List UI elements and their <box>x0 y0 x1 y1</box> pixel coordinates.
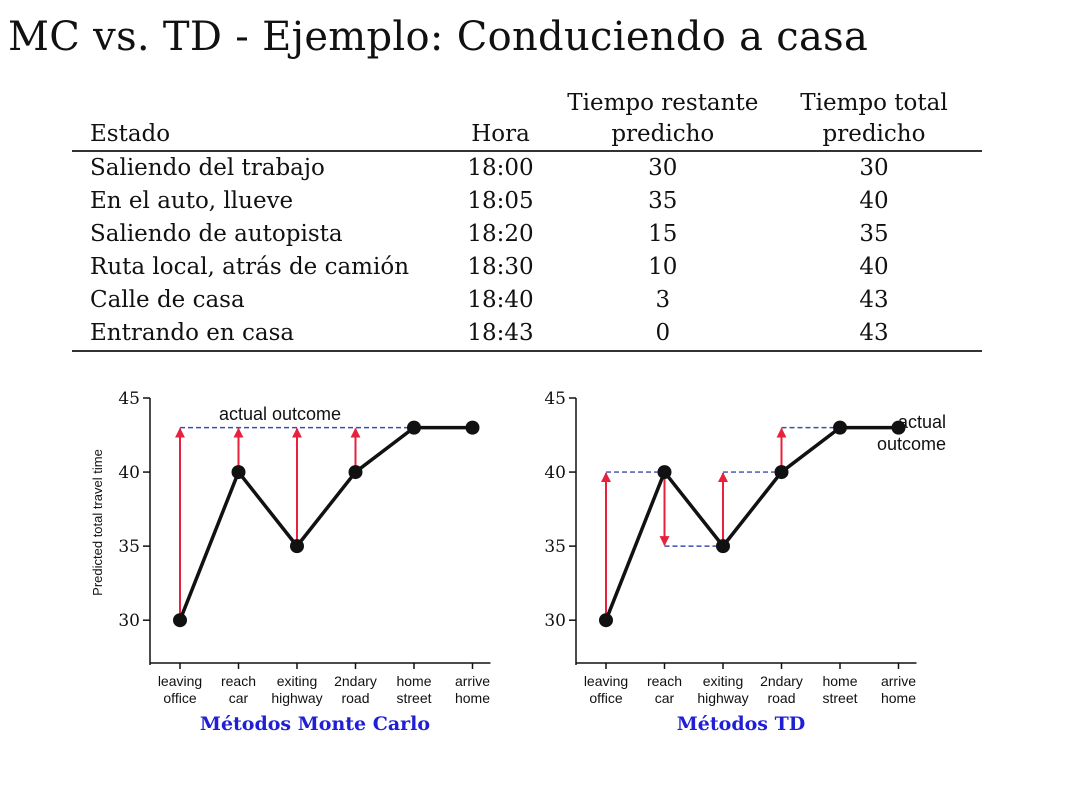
cell-total: 40 <box>859 188 889 214</box>
y-tick-label: 40 <box>544 463 566 483</box>
cell-estado: Saliendo de autopista <box>90 221 343 247</box>
data-point <box>657 465 672 480</box>
y-tick-label: 45 <box>544 389 566 409</box>
cell-restante: 3 <box>655 287 671 313</box>
prediction-table-wrap: Tiempo restante Tiempo total Estado Hora… <box>72 88 982 352</box>
cell-estado: Calle de casa <box>90 287 245 313</box>
x-tick-label: exiting highway <box>271 673 322 706</box>
header-hora: Hora <box>441 118 560 152</box>
cell-total: 40 <box>859 254 889 280</box>
cell-total: 35 <box>859 221 889 247</box>
x-tick-label: reach car <box>647 673 682 706</box>
data-point <box>833 420 847 435</box>
header-hora-line1 <box>441 88 559 118</box>
cell-total: 30 <box>859 155 889 181</box>
table-row: Ruta local, atrás de camión 18:30 10 40 <box>72 251 982 284</box>
x-tick-label: home street <box>822 673 857 706</box>
y-tick-label: 35 <box>118 537 140 557</box>
cell-restante: 15 <box>648 221 678 247</box>
y-tick-label: 30 <box>118 611 140 631</box>
header-restante-line2: predicho <box>559 118 766 152</box>
table-row: Saliendo del trabajo 18:00 30 30 <box>72 151 982 185</box>
header-estado: Estado <box>72 118 442 152</box>
data-point <box>465 420 480 435</box>
actual-outcome-label: actual outcome <box>219 404 341 424</box>
header-restante-line1: Tiempo restante <box>567 90 759 116</box>
cell-restante: 0 <box>559 317 766 352</box>
data-point <box>599 613 613 628</box>
cell-hora: 18:40 <box>467 287 534 313</box>
series-line <box>604 425 899 621</box>
y-tick-label: 35 <box>544 537 566 557</box>
caption-monte-carlo: Métodos Monte Carlo <box>199 713 431 735</box>
cell-restante: 30 <box>648 155 678 181</box>
cell-estado: Ruta local, atrás de camión <box>90 254 410 280</box>
cell-hora: 18:20 <box>467 221 534 247</box>
x-tick-label: arrive home <box>881 673 916 706</box>
data-point <box>716 539 730 554</box>
data-point <box>774 465 789 480</box>
cell-hora: 18:00 <box>467 155 534 181</box>
chart-monte-carlo: 30 35 40 45 leaving office reach car exiting high… <box>90 389 491 706</box>
cell-total: 43 <box>859 287 889 313</box>
y-axis-label: Predicted total travel time <box>90 449 105 596</box>
prediction-table: Tiempo restante Tiempo total Estado Hora… <box>72 88 982 352</box>
data-point <box>891 420 906 435</box>
y-tick-label: 40 <box>118 463 140 483</box>
slide-title: MC vs. TD - Ejemplo: Conduciendo a casa <box>8 14 869 60</box>
cell-estado: Saliendo del trabajo <box>90 155 325 181</box>
x-tick-label: 2ndary road <box>334 673 377 706</box>
data-point <box>407 420 421 435</box>
table-row: Saliendo de autopista 18:20 15 35 <box>72 218 982 251</box>
cell-restante: 35 <box>648 188 678 214</box>
data-point <box>173 613 187 628</box>
table-header-row-top: Tiempo restante Tiempo total <box>72 88 982 118</box>
table-header-row-bottom: Estado Hora predicho predicho <box>72 118 982 152</box>
cell-estado: En el auto, llueve <box>90 188 294 214</box>
cell-hora: 18:05 <box>467 188 534 214</box>
data-point <box>290 539 304 554</box>
y-tick-label: 45 <box>118 389 140 409</box>
table-row: Entrando en casa 18:43 0 43 <box>72 317 982 352</box>
caption-td: Métodos TD <box>676 713 806 735</box>
header-total-line2: predicho <box>765 118 982 152</box>
x-tick-label: 2ndary road <box>760 673 803 706</box>
x-tick-label: exiting highway <box>697 673 748 706</box>
data-point <box>231 465 246 480</box>
data-point <box>348 465 363 480</box>
actual-outcome-label: actual outcome <box>877 412 946 454</box>
header-total-line1: Tiempo total <box>800 90 948 116</box>
cell-hora: 18:30 <box>467 254 534 280</box>
table-row: En el auto, llueve 18:05 35 40 <box>72 185 982 218</box>
cell-estado: Entrando en casa <box>72 317 442 352</box>
y-tick-label: 30 <box>544 611 566 631</box>
cell-total: 43 <box>765 317 982 352</box>
x-tick-label: leaving office <box>584 673 628 706</box>
header-estado-line1 <box>72 88 441 118</box>
x-tick-label: home street <box>396 673 431 706</box>
chart-td: 30 35 40 45 leaving office reach car exiting high… <box>544 389 946 706</box>
cell-restante: 10 <box>648 254 678 280</box>
table-row: Calle de casa 18:40 3 43 <box>72 284 982 317</box>
x-tick-label: leaving office <box>158 673 202 706</box>
series-line <box>178 425 473 621</box>
x-tick-label: arrive home <box>455 673 490 706</box>
cell-hora: 18:43 <box>441 317 560 352</box>
x-tick-label: reach car <box>221 673 256 706</box>
